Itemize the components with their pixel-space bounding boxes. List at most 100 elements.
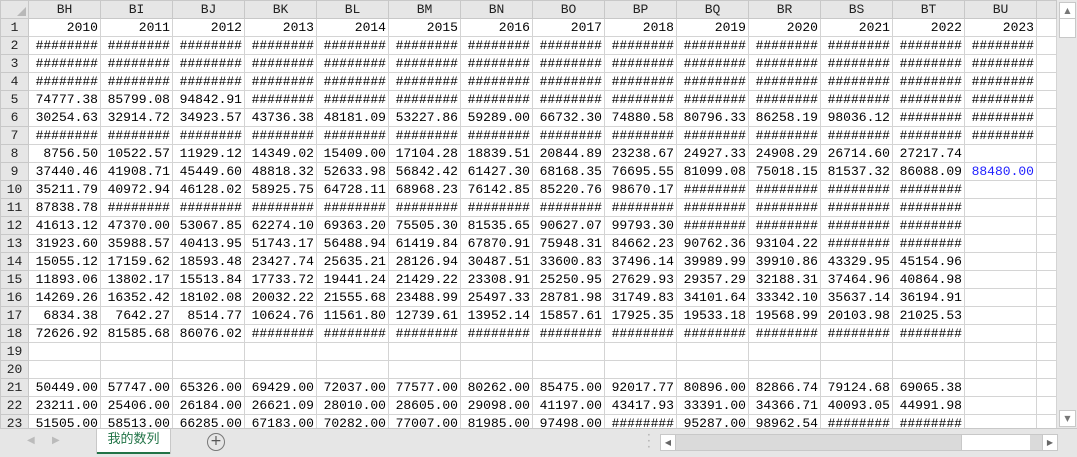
- column-header-bs[interactable]: BS: [820, 0, 893, 19]
- cell-bu6[interactable]: ########: [964, 108, 1037, 127]
- cell-bk19[interactable]: [244, 342, 317, 361]
- cell-bj17[interactable]: 8514.77: [172, 306, 245, 325]
- cell-table[interactable]: BH BI BJ BK BL BM BN BO BP BQ BR BS BT BU 1 2010 2011 20…: [0, 0, 1057, 428]
- cell-bt8[interactable]: 27217.74: [892, 144, 965, 163]
- cell-bh9[interactable]: 37440.46: [28, 162, 101, 181]
- cell-bp3[interactable]: ########: [604, 54, 677, 73]
- cell-bm11[interactable]: ########: [388, 198, 461, 217]
- cell-bn3[interactable]: ########: [460, 54, 533, 73]
- cell-bi22[interactable]: 25406.00: [100, 396, 173, 415]
- cell-bl18[interactable]: ########: [316, 324, 389, 343]
- cell-bl2[interactable]: ########: [316, 36, 389, 55]
- cell-bt7[interactable]: ########: [892, 126, 965, 145]
- cell-empty[interactable]: [1036, 180, 1057, 199]
- cell-bt23[interactable]: ########: [892, 414, 965, 428]
- cell-bi21[interactable]: 57747.00: [100, 378, 173, 397]
- cell-bm9[interactable]: 56842.42: [388, 162, 461, 181]
- column-header-bh[interactable]: BH: [28, 0, 101, 19]
- column-header-bp[interactable]: BP: [604, 0, 677, 19]
- row-header[interactable]: 12: [0, 216, 29, 235]
- cell-bl14[interactable]: 25635.21: [316, 252, 389, 271]
- cell-bm22[interactable]: 28605.00: [388, 396, 461, 415]
- cell-bo3[interactable]: ########: [532, 54, 605, 73]
- cell-br10[interactable]: ########: [748, 180, 821, 199]
- cell-bq3[interactable]: ########: [676, 54, 749, 73]
- row-header[interactable]: 18: [0, 324, 29, 343]
- cell-bl23[interactable]: 70282.00: [316, 414, 389, 428]
- cell-bl10[interactable]: 64728.11: [316, 180, 389, 199]
- cell-bs8[interactable]: 26714.60: [820, 144, 893, 163]
- cell-bo18[interactable]: ########: [532, 324, 605, 343]
- cell-bj23[interactable]: 66285.00: [172, 414, 245, 428]
- cell-bp16[interactable]: 31749.83: [604, 288, 677, 307]
- cell-bi15[interactable]: 13802.17: [100, 270, 173, 289]
- cell-bo23[interactable]: 97498.00: [532, 414, 605, 428]
- cell-bn9[interactable]: 61427.30: [460, 162, 533, 181]
- cell-bp20[interactable]: [604, 360, 677, 379]
- cell-bk12[interactable]: 62274.10: [244, 216, 317, 235]
- cell-bk13[interactable]: 51743.17: [244, 234, 317, 253]
- cell-bs5[interactable]: ########: [820, 90, 893, 109]
- cell-bk3[interactable]: ########: [244, 54, 317, 73]
- cell-br7[interactable]: ########: [748, 126, 821, 145]
- cell-bt11[interactable]: ########: [892, 198, 965, 217]
- cell-bq23[interactable]: 95287.00: [676, 414, 749, 428]
- cell-br19[interactable]: [748, 342, 821, 361]
- cell-bo4[interactable]: ########: [532, 72, 605, 91]
- cell-bn15[interactable]: 23308.91: [460, 270, 533, 289]
- cell-bo14[interactable]: 33600.83: [532, 252, 605, 271]
- cell-bo12[interactable]: 90627.07: [532, 216, 605, 235]
- cell-br8[interactable]: 24908.29: [748, 144, 821, 163]
- cell-bq19[interactable]: [676, 342, 749, 361]
- cell-bm16[interactable]: 23488.99: [388, 288, 461, 307]
- cell-br13[interactable]: 93104.22: [748, 234, 821, 253]
- cell-bh10[interactable]: 35211.79: [28, 180, 101, 199]
- cell-bt5[interactable]: ########: [892, 90, 965, 109]
- cell-bh3[interactable]: ########: [28, 54, 101, 73]
- cell-empty[interactable]: [1036, 324, 1057, 343]
- cell-bh1[interactable]: 2010: [28, 18, 101, 37]
- column-header-bi[interactable]: BI: [100, 0, 173, 19]
- cell-bu11[interactable]: [964, 198, 1037, 217]
- row-header[interactable]: 16: [0, 288, 29, 307]
- cell-bh7[interactable]: ########: [28, 126, 101, 145]
- cell-bi19[interactable]: [100, 342, 173, 361]
- cell-bl3[interactable]: ########: [316, 54, 389, 73]
- cell-bs2[interactable]: ########: [820, 36, 893, 55]
- row-header[interactable]: 8: [0, 144, 29, 163]
- cell-bp21[interactable]: 92017.77: [604, 378, 677, 397]
- cell-empty[interactable]: [1036, 108, 1057, 127]
- add-sheet-icon[interactable]: +: [207, 433, 225, 451]
- cell-br12[interactable]: ########: [748, 216, 821, 235]
- cell-bp22[interactable]: 43417.93: [604, 396, 677, 415]
- cell-bo15[interactable]: 25250.95: [532, 270, 605, 289]
- cell-br15[interactable]: 32188.31: [748, 270, 821, 289]
- cell-bj21[interactable]: 65326.00: [172, 378, 245, 397]
- cell-bo16[interactable]: 28781.98: [532, 288, 605, 307]
- cell-empty[interactable]: [1036, 162, 1057, 181]
- cell-br18[interactable]: ########: [748, 324, 821, 343]
- cell-bi13[interactable]: 35988.57: [100, 234, 173, 253]
- cell-bq14[interactable]: 39989.99: [676, 252, 749, 271]
- cell-bs6[interactable]: 98036.12: [820, 108, 893, 127]
- cell-bm14[interactable]: 28126.94: [388, 252, 461, 271]
- cell-bm13[interactable]: 61419.84: [388, 234, 461, 253]
- cell-bo10[interactable]: 85220.76: [532, 180, 605, 199]
- cell-bu7[interactable]: ########: [964, 126, 1037, 145]
- cell-bs15[interactable]: 37464.96: [820, 270, 893, 289]
- cell-bp6[interactable]: 74880.58: [604, 108, 677, 127]
- cell-bh2[interactable]: ########: [28, 36, 101, 55]
- cell-br5[interactable]: ########: [748, 90, 821, 109]
- cell-br6[interactable]: 86258.19: [748, 108, 821, 127]
- cell-bo20[interactable]: [532, 360, 605, 379]
- cell-bl12[interactable]: 69363.20: [316, 216, 389, 235]
- scroll-up-icon[interactable]: ▲: [1059, 2, 1076, 19]
- cell-bu21[interactable]: [964, 378, 1037, 397]
- cell-bk2[interactable]: ########: [244, 36, 317, 55]
- cell-bh17[interactable]: 6834.38: [28, 306, 101, 325]
- cell-bj16[interactable]: 18102.08: [172, 288, 245, 307]
- cell-bn20[interactable]: [460, 360, 533, 379]
- cell-bt10[interactable]: ########: [892, 180, 965, 199]
- cell-bi16[interactable]: 16352.42: [100, 288, 173, 307]
- cell-bt15[interactable]: 40864.98: [892, 270, 965, 289]
